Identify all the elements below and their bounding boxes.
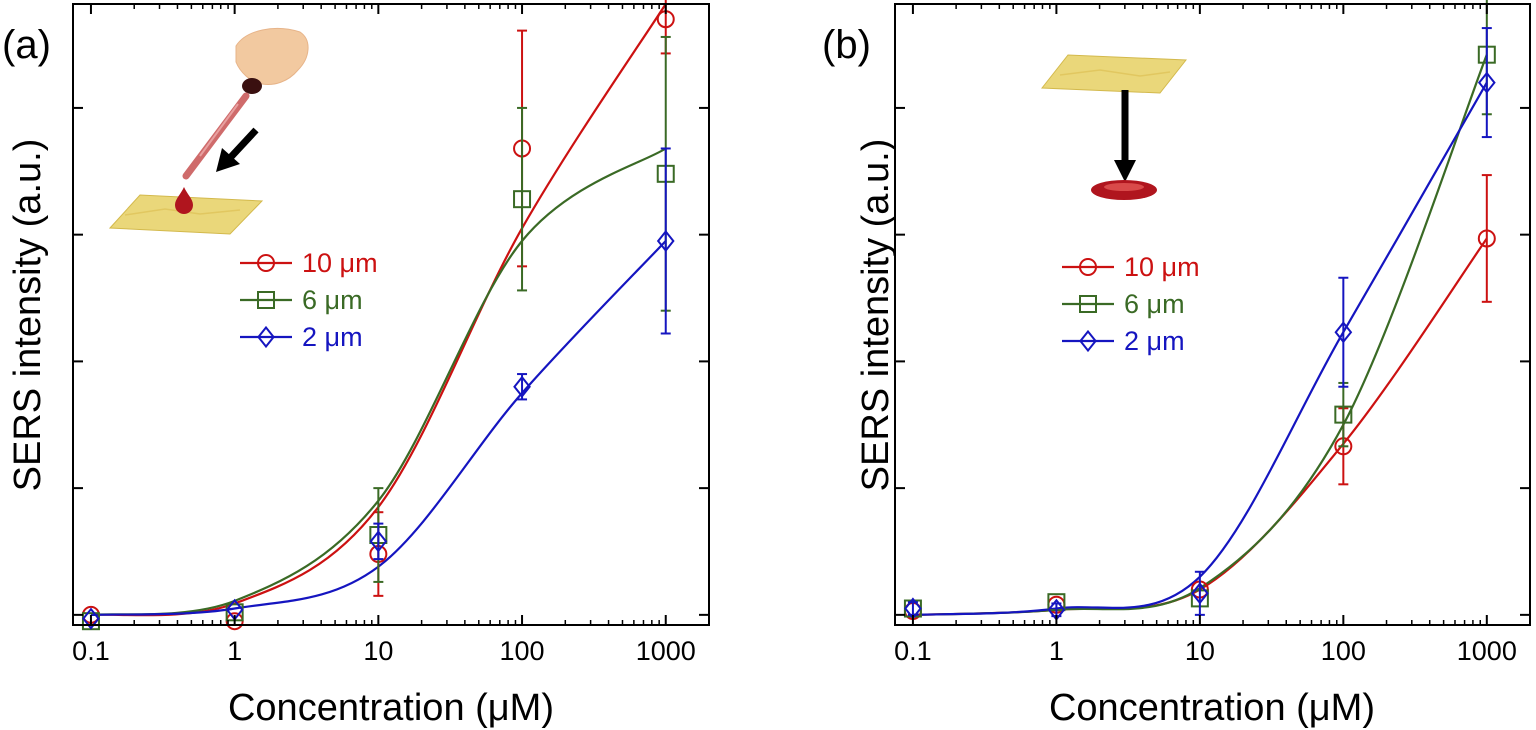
substrate-texture <box>1059 69 1171 77</box>
legend-label: 6 μm <box>302 285 363 315</box>
series-3-points <box>904 27 1496 621</box>
legend-marker-square <box>1079 295 1097 313</box>
y-axis-title: SERS intensity (a.u.) <box>855 139 897 492</box>
series-1-points <box>903 174 1496 621</box>
data-point-diamond <box>1190 582 1209 605</box>
legend: 10 μm 6 μm 2 μm <box>1062 252 1200 356</box>
x-axis: 0.1 1 10 100 1000 <box>72 4 710 666</box>
legend: 10 μm 6 μm 2 μm <box>240 248 378 352</box>
error-bar <box>517 106 528 292</box>
fit-curve-3 <box>90 240 667 616</box>
pipette-bulb-icon <box>242 78 262 94</box>
data-point-diamond <box>1477 71 1496 94</box>
substrate-sheet-icon <box>1041 54 1187 94</box>
plot-frame <box>894 3 1531 626</box>
legend-item-1: 10 μm <box>240 248 378 278</box>
series-2-points <box>903 0 1496 618</box>
legend-label: 10 μm <box>302 248 378 278</box>
inset-pipette-illustration <box>108 28 309 235</box>
y-axis <box>73 106 709 616</box>
legend-item-2: 6 μm <box>1062 289 1185 319</box>
x-tick-label: 100 <box>500 636 545 666</box>
error-bar <box>1481 27 1492 139</box>
legend-marker-diamond <box>257 325 275 349</box>
x-axis: 0.1 1 10 100 1000 <box>894 4 1531 666</box>
legend-marker-square <box>257 291 275 309</box>
legend-marker-diamond <box>1079 329 1097 353</box>
hand-icon <box>235 28 309 85</box>
error-bar <box>1338 276 1349 388</box>
legend-marker-circle <box>257 254 275 272</box>
x-axis-title: Concentration (μM) <box>1049 687 1375 729</box>
x-tick-label: 1 <box>227 636 242 666</box>
legend-item-3: 2 μm <box>240 322 363 352</box>
arrow-head-icon <box>216 148 240 172</box>
legend-marker-circle <box>1079 258 1097 276</box>
droplet-highlight <box>1104 183 1144 191</box>
inset-drop-illustration <box>1041 54 1187 200</box>
data-point-diamond <box>656 229 675 253</box>
fit-curve-2 <box>90 147 667 616</box>
x-tick-label: 1000 <box>1457 636 1517 666</box>
substrate-sheet-icon <box>108 194 264 235</box>
legend-label: 10 μm <box>1124 252 1200 282</box>
series-3-points <box>82 147 675 630</box>
x-tick-label: 10 <box>363 636 393 666</box>
x-tick-label: 10 <box>1185 636 1215 666</box>
panel-label: (b) <box>822 23 871 67</box>
arrow-shaft-icon <box>227 127 259 161</box>
data-point-diamond <box>1334 321 1353 344</box>
panel-label: (a) <box>2 23 51 67</box>
legend-item-1: 10 μm <box>1062 252 1200 282</box>
error-bar <box>660 147 671 335</box>
error-bar <box>373 522 384 561</box>
legend-item-3: 2 μm <box>1062 326 1185 356</box>
data-point-diamond <box>513 375 531 398</box>
data-point-square <box>513 190 532 209</box>
y-axis-title: SERS intensity (a.u.) <box>7 139 49 492</box>
panel-b: 0.1 1 10 100 1000 Concentration (μM) SERS inte… <box>822 0 1531 729</box>
x-tick-label: 0.1 <box>72 636 110 666</box>
data-point-diamond <box>369 530 388 553</box>
x-tick-label: 1000 <box>636 636 696 666</box>
fit-curve-2 <box>912 54 1488 616</box>
pipette-highlight <box>199 103 239 157</box>
x-axis-title: Concentration (μM) <box>228 687 554 729</box>
data-point-circle <box>1477 229 1496 248</box>
error-bar <box>1194 570 1205 616</box>
legend-item-2: 6 μm <box>240 285 363 315</box>
x-tick-label: 100 <box>1321 636 1366 666</box>
arrow-head-icon <box>1114 160 1136 182</box>
legend-label: 6 μm <box>1124 289 1185 319</box>
legend-label: 2 μm <box>1124 326 1185 356</box>
y-axis <box>895 106 1530 616</box>
error-bar <box>1481 174 1492 303</box>
error-bar <box>1338 381 1349 448</box>
data-point-square <box>1334 405 1353 424</box>
plot-frame <box>72 3 710 626</box>
droplet-icon <box>175 187 193 214</box>
data-point-diamond <box>82 607 100 630</box>
legend-label: 2 μm <box>302 322 363 352</box>
x-tick-label: 0.1 <box>894 636 932 666</box>
pipette-tube-icon <box>182 92 250 180</box>
x-tick-label: 1 <box>1049 636 1064 666</box>
panel-a: 0.1 1 10 100 1000 Concentration (μM) SERS inte… <box>2 0 710 729</box>
fit-curve-3 <box>912 82 1488 616</box>
